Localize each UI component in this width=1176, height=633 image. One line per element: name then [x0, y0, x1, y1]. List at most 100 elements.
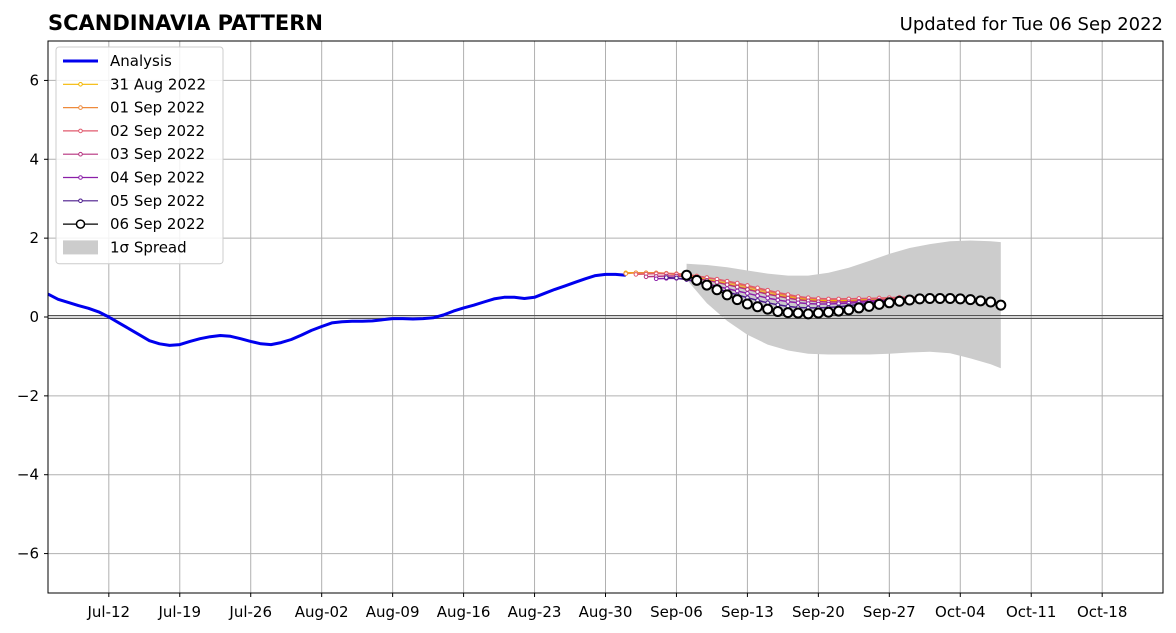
data-point — [812, 307, 824, 319]
x-tick-label: Aug-02 — [295, 603, 349, 621]
data-point — [883, 297, 895, 309]
data-point — [664, 275, 669, 280]
x-tick-label: Jul-19 — [157, 603, 201, 621]
data-point — [752, 301, 764, 313]
data-point — [734, 280, 740, 286]
y-tick-label: −4 — [17, 466, 39, 484]
data-point — [765, 287, 770, 293]
legend: Analysis 31 Aug 2022 01 Sep 2022 02 Sep 202… — [55, 46, 224, 265]
x-tick-label: Oct-18 — [1077, 603, 1127, 621]
data-point — [724, 282, 730, 287]
spread-band — [686, 240, 1001, 369]
data-point — [775, 293, 781, 299]
legend-label: Analysis — [110, 52, 172, 70]
data-point — [674, 275, 679, 281]
legend-marker — [75, 219, 86, 229]
series-lines — [47, 269, 1007, 347]
plot-frame — [47, 40, 1164, 594]
data-point — [633, 272, 639, 277]
data-point — [805, 301, 811, 306]
y-tick-label: 6 — [29, 71, 39, 89]
x-tick-label: Sep-13 — [721, 603, 774, 621]
data-point — [681, 269, 693, 281]
data-point — [745, 283, 750, 288]
legend-marker — [78, 128, 83, 134]
y-tick-label: −6 — [17, 545, 39, 563]
data-point — [785, 299, 791, 304]
data-point — [731, 294, 743, 306]
data-point — [863, 300, 875, 312]
data-point — [914, 293, 926, 305]
data-point — [833, 305, 845, 317]
data-point — [734, 288, 740, 294]
x-tick-label: Sep-27 — [863, 603, 916, 621]
data-point — [691, 274, 703, 286]
data-point — [985, 296, 997, 308]
data-point — [816, 301, 821, 307]
updated-label: Updated for Tue 06 Sep 2022 — [900, 14, 1163, 35]
data-point — [775, 297, 781, 303]
data-point — [954, 293, 966, 305]
legend-swatch — [63, 240, 98, 255]
data-point — [765, 291, 770, 297]
data-point — [802, 308, 814, 320]
data-point — [924, 292, 936, 304]
legend-label: 02 Sep 2022 — [110, 122, 205, 140]
y-tick-label: 4 — [29, 150, 39, 168]
data-point — [701, 279, 713, 291]
data-point — [944, 292, 956, 304]
legend-marker — [78, 105, 83, 110]
data-point — [782, 307, 794, 319]
data-point — [765, 295, 770, 301]
x-tick-label: Jul-12 — [87, 603, 131, 621]
data-point — [714, 280, 720, 285]
data-point — [823, 306, 834, 318]
data-point — [745, 287, 750, 292]
x-tick-label: Jul-26 — [228, 603, 272, 621]
x-tick-label: Aug-16 — [437, 603, 491, 621]
data-point — [755, 285, 760, 291]
data-point — [843, 304, 855, 316]
legend-label: 31 Aug 2022 — [110, 75, 206, 93]
zero-line — [48, 315, 1163, 319]
data-point — [653, 276, 659, 282]
data-point — [772, 305, 784, 317]
x-tick-label: Aug-30 — [579, 603, 633, 621]
legend-marker — [78, 198, 83, 204]
x-tick-label: Oct-04 — [935, 603, 985, 621]
data-point — [904, 294, 916, 306]
data-point — [975, 295, 987, 307]
data-point — [721, 289, 733, 301]
data-point — [795, 300, 801, 306]
data-point — [734, 284, 740, 290]
legend-marker — [78, 175, 83, 180]
data-point — [873, 298, 885, 310]
data-point — [745, 291, 750, 296]
y-tick-label: 0 — [29, 308, 39, 326]
data-point — [995, 299, 1007, 311]
legend-label: 04 Sep 2022 — [110, 169, 205, 187]
series-line-0 — [47, 272, 626, 347]
y-tick-label: −2 — [17, 387, 39, 405]
x-tick-label: Sep-20 — [792, 603, 845, 621]
axes: Jul-12 Jul-19 Jul-26 Aug-02 Aug-09 Aug-16 Aug-… — [17, 40, 1164, 621]
data-point — [893, 295, 905, 307]
legend-label: 06 Sep 2022 — [110, 215, 205, 233]
data-point — [853, 302, 865, 314]
legend-label: 1σ Spread — [110, 238, 187, 256]
legend-label: 01 Sep 2022 — [110, 99, 205, 117]
legend-label: 03 Sep 2022 — [110, 145, 205, 163]
legend-marker — [78, 151, 83, 157]
data-point — [741, 298, 753, 310]
legend-label: 05 Sep 2022 — [110, 192, 205, 210]
y-tick-label: 2 — [29, 229, 39, 247]
x-tick-label: Oct-11 — [1006, 603, 1056, 621]
x-tick-label: Aug-23 — [508, 603, 562, 621]
data-point — [964, 294, 976, 306]
data-point — [755, 289, 760, 295]
x-tick-label: Sep-06 — [650, 603, 703, 621]
data-point — [762, 303, 774, 315]
data-point — [755, 293, 760, 299]
data-point — [623, 271, 629, 276]
